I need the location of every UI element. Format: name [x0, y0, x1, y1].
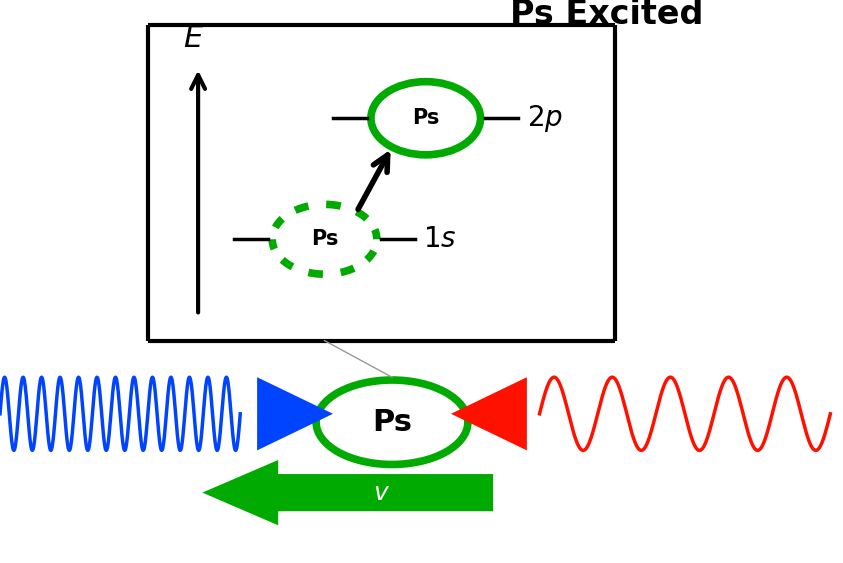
Polygon shape — [257, 377, 333, 450]
Text: $2p$: $2p$ — [527, 102, 563, 134]
Text: Ps: Ps — [412, 108, 439, 128]
Text: $E$: $E$ — [183, 24, 205, 53]
Polygon shape — [451, 377, 527, 450]
Text: Ps: Ps — [372, 408, 412, 437]
Text: $1s$: $1s$ — [423, 225, 457, 253]
Text: $v$: $v$ — [373, 481, 390, 504]
Text: Ps: Ps — [311, 229, 338, 249]
Polygon shape — [202, 460, 493, 525]
Text: Ps Excited: Ps Excited — [510, 0, 704, 30]
